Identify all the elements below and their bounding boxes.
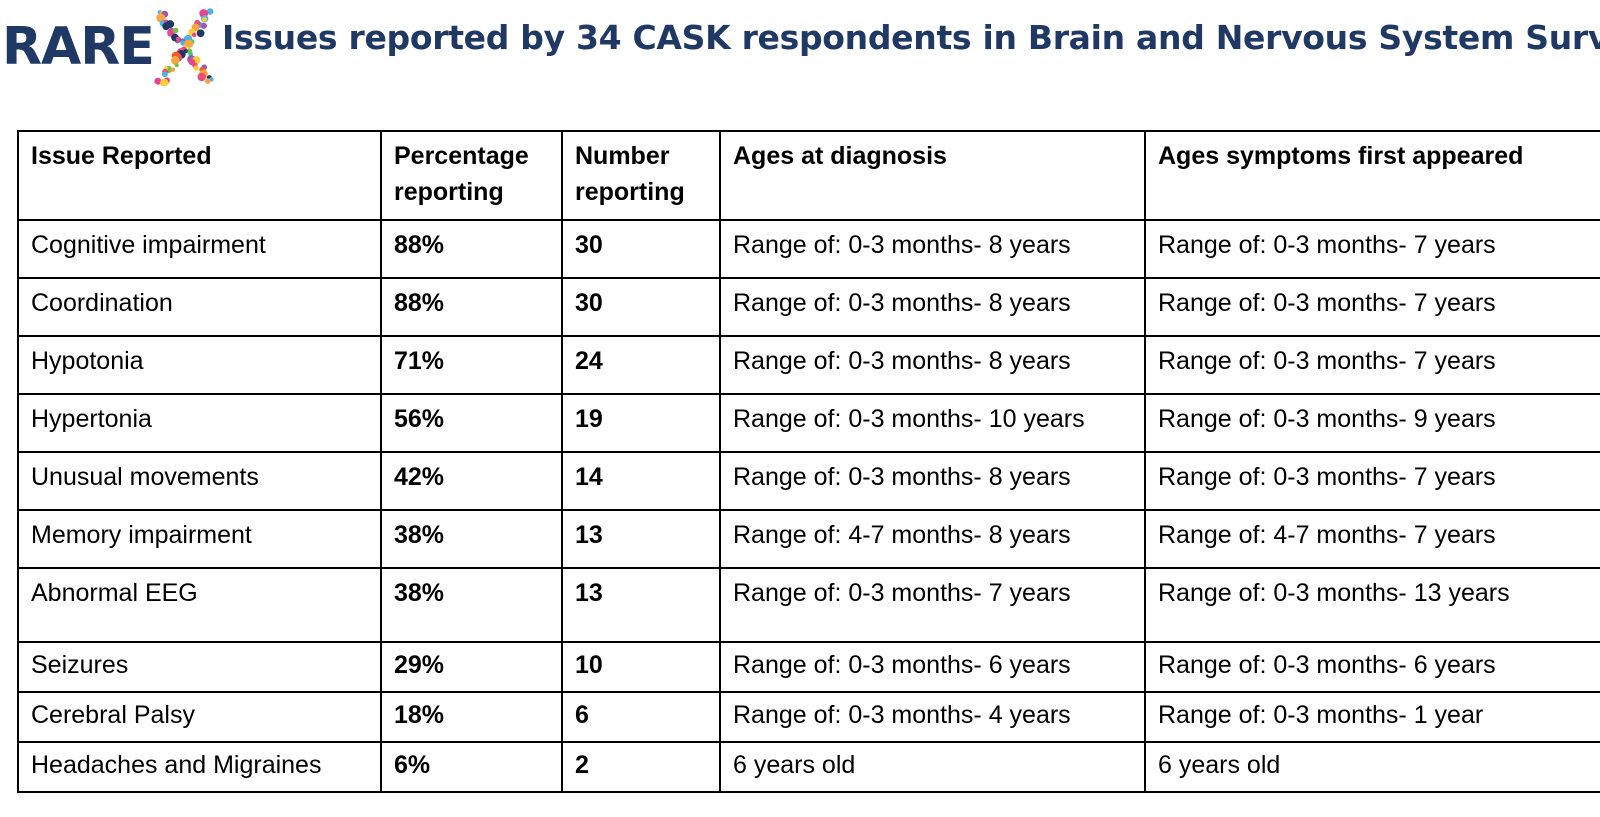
percentage-cell: 56%: [380, 393, 563, 453]
ages-symptoms-cell: Range of: 0-3 months- 7 years: [1144, 451, 1600, 511]
ages-diagnosis-cell: Range of: 0-3 months- 8 years: [719, 219, 1146, 279]
percentage-cell: 42%: [380, 451, 563, 511]
number-cell: 19: [561, 393, 721, 453]
number-cell: 13: [561, 509, 721, 569]
table-row: Headaches and Migraines 6% 2 6 years old…: [17, 741, 1600, 793]
issue-cell: Coordination: [17, 277, 382, 337]
ages-diagnosis-cell: Range of: 0-3 months- 7 years: [719, 567, 1146, 643]
column-header-issue: Issue Reported: [17, 130, 382, 221]
percentage-cell: 38%: [380, 509, 563, 569]
table-header-row: Issue Reported Percentage reporting Numb…: [17, 130, 1600, 221]
table-row: Memory impairment 38% 13 Range of: 4-7 m…: [17, 509, 1600, 569]
percentage-cell: 88%: [380, 219, 563, 279]
ages-diagnosis-cell: Range of: 0-3 months- 8 years: [719, 335, 1146, 395]
colorful-x-logo-icon: [154, 8, 216, 87]
issue-cell: Seizures: [17, 641, 382, 693]
ages-symptoms-cell: Range of: 4-7 months- 7 years: [1144, 509, 1600, 569]
ages-symptoms-cell: Range of: 0-3 months- 9 years: [1144, 393, 1600, 453]
number-cell: 6: [561, 691, 721, 743]
ages-symptoms-cell: Range of: 0-3 months- 7 years: [1144, 335, 1600, 395]
header: RARE Issues reported by 34 CASK responde…: [0, 0, 1600, 100]
column-header-number: Number reporting: [561, 130, 721, 221]
ages-symptoms-cell: Range of: 0-3 months- 7 years: [1144, 219, 1600, 279]
number-cell: 30: [561, 219, 721, 279]
issue-cell: Cerebral Palsy: [17, 691, 382, 743]
number-cell: 24: [561, 335, 721, 395]
issue-cell: Unusual movements: [17, 451, 382, 511]
ages-diagnosis-cell: Range of: 4-7 months- 8 years: [719, 509, 1146, 569]
number-cell: 30: [561, 277, 721, 337]
table-row: Cognitive impairment 88% 30 Range of: 0-…: [17, 219, 1600, 279]
percentage-cell: 18%: [380, 691, 563, 743]
issue-cell: Hypotonia: [17, 335, 382, 395]
table-row: Unusual movements 42% 14 Range of: 0-3 m…: [17, 451, 1600, 511]
logo-text: RARE: [2, 17, 155, 77]
issues-table: Issue Reported Percentage reporting Numb…: [17, 130, 1600, 793]
issue-cell: Headaches and Migraines: [17, 741, 382, 793]
rarex-logo: RARE: [2, 8, 216, 87]
table-row: Abnormal EEG 38% 13 Range of: 0-3 months…: [17, 567, 1600, 643]
issue-cell: Memory impairment: [17, 509, 382, 569]
number-cell: 10: [561, 641, 721, 693]
ages-symptoms-cell: Range of: 0-3 months- 13 years: [1144, 567, 1600, 643]
column-header-percentage: Percentage reporting: [380, 130, 563, 221]
ages-symptoms-cell: 6 years old: [1144, 741, 1600, 793]
ages-diagnosis-cell: Range of: 0-3 months- 6 years: [719, 641, 1146, 693]
ages-diagnosis-cell: Range of: 0-3 months- 10 years: [719, 393, 1146, 453]
issue-cell: Abnormal EEG: [17, 567, 382, 643]
ages-symptoms-cell: Range of: 0-3 months- 7 years: [1144, 277, 1600, 337]
column-header-ages-symptoms: Ages symptoms first appeared: [1144, 130, 1600, 221]
table-row: Coordination 88% 30 Range of: 0-3 months…: [17, 277, 1600, 337]
ages-diagnosis-cell: Range of: 0-3 months- 8 years: [719, 277, 1146, 337]
percentage-cell: 6%: [380, 741, 563, 793]
ages-symptoms-cell: Range of: 0-3 months- 6 years: [1144, 641, 1600, 693]
column-header-ages-diagnosis: Ages at diagnosis: [719, 130, 1146, 221]
table-row: Hypertonia 56% 19 Range of: 0-3 months- …: [17, 393, 1600, 453]
percentage-cell: 88%: [380, 277, 563, 337]
issue-cell: Hypertonia: [17, 393, 382, 453]
percentage-cell: 71%: [380, 335, 563, 395]
ages-diagnosis-cell: Range of: 0-3 months- 8 years: [719, 451, 1146, 511]
ages-symptoms-cell: Range of: 0-3 months- 1 year: [1144, 691, 1600, 743]
percentage-cell: 29%: [380, 641, 563, 693]
page-title: Issues reported by 34 CASK respondents i…: [222, 18, 1600, 57]
table-row: Cerebral Palsy 18% 6 Range of: 0-3 month…: [17, 691, 1600, 743]
number-cell: 2: [561, 741, 721, 793]
number-cell: 13: [561, 567, 721, 643]
ages-diagnosis-cell: 6 years old: [719, 741, 1146, 793]
issue-cell: Cognitive impairment: [17, 219, 382, 279]
ages-diagnosis-cell: Range of: 0-3 months- 4 years: [719, 691, 1146, 743]
table-row: Seizures 29% 10 Range of: 0-3 months- 6 …: [17, 641, 1600, 693]
table-row: Hypotonia 71% 24 Range of: 0-3 months- 8…: [17, 335, 1600, 395]
number-cell: 14: [561, 451, 721, 511]
percentage-cell: 38%: [380, 567, 563, 643]
